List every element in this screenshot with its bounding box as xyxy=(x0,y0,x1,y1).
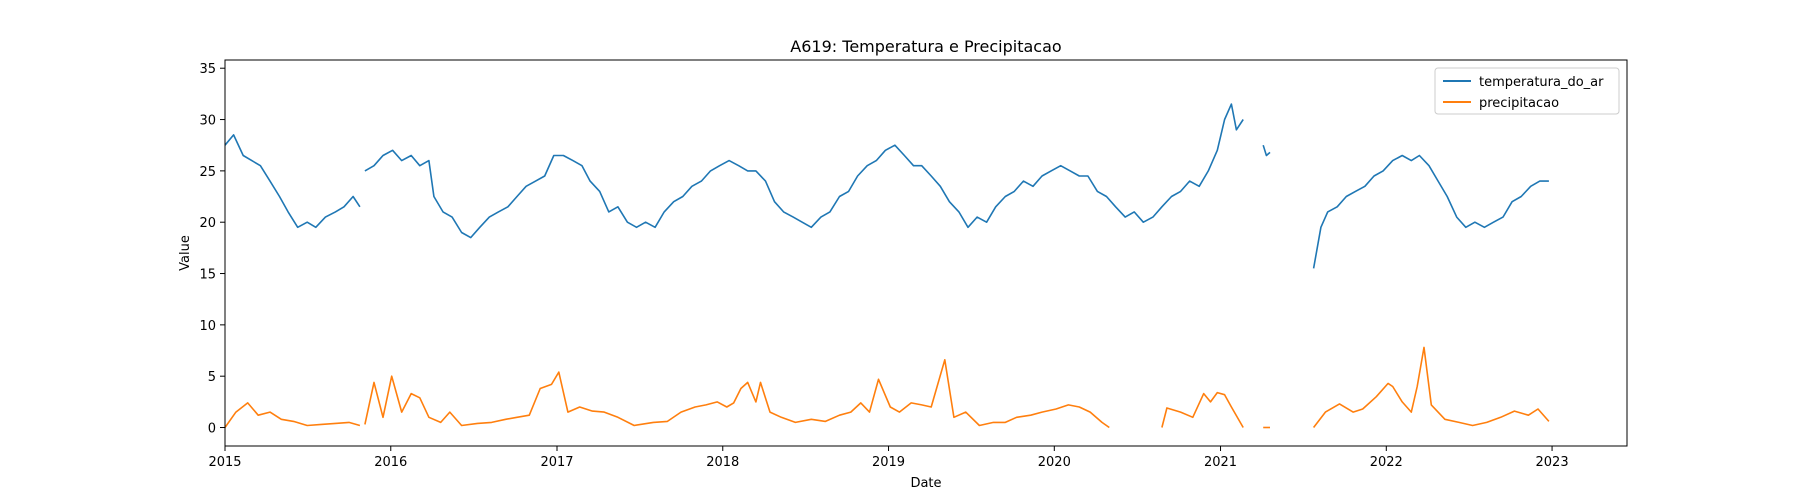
y-tick-label: 5 xyxy=(208,370,216,385)
x-tick-label: 2020 xyxy=(1038,455,1071,470)
series-line-temperatura_do_ar-segment-2 xyxy=(1262,144,1271,157)
x-tick-label: 2017 xyxy=(540,455,573,470)
y-axis: 0 5 10 15 20 25 30 35 xyxy=(199,62,225,437)
x-tick-label: 2016 xyxy=(374,455,407,470)
series-line-precipitacao-segment-1 xyxy=(364,359,1110,429)
series-line-temperatura_do_ar-segment-0 xyxy=(224,134,361,229)
y-tick-label: 0 xyxy=(208,422,216,437)
y-tick-label: 25 xyxy=(199,165,216,180)
plot-area xyxy=(224,103,1550,429)
y-tick-label: 10 xyxy=(199,319,216,334)
series-temperatura_do_ar xyxy=(224,103,1549,269)
series-line-precipitacao-segment-4 xyxy=(1312,346,1550,428)
chart-title: A619: Temperatura e Precipitacao xyxy=(790,37,1061,56)
series-line-precipitacao-segment-0 xyxy=(224,402,361,428)
y-tick-label: 15 xyxy=(199,268,216,283)
y-axis-title: Value xyxy=(178,235,193,271)
x-tick-label: 2018 xyxy=(706,455,739,470)
series-precipitacao xyxy=(224,346,1550,429)
y-tick-label: 35 xyxy=(199,62,216,77)
y-tick-label: 20 xyxy=(199,216,216,231)
series-line-precipitacao-segment-2 xyxy=(1161,391,1244,428)
legend: temperatura_do_ar precipitacao xyxy=(1434,67,1620,115)
x-tick-label: 2022 xyxy=(1370,455,1403,470)
x-tick-label: 2015 xyxy=(208,455,241,470)
axes-frame xyxy=(224,59,1628,447)
x-axis: 2015 2016 2017 2018 2019 2020 2021 2022 2023 xyxy=(208,446,1569,470)
x-tick-label: 2019 xyxy=(872,455,905,470)
legend-box xyxy=(1434,67,1620,115)
legend-label-precipitacao: precipitacao xyxy=(1479,96,1559,111)
legend-label-temperatura_do_ar: temperatura_do_ar xyxy=(1479,75,1604,90)
x-tick-label: 2021 xyxy=(1204,455,1237,470)
x-tick-label: 2023 xyxy=(1536,455,1569,470)
x-axis-title: Date xyxy=(910,476,941,491)
y-tick-label: 30 xyxy=(199,114,216,129)
series-line-temperatura_do_ar-segment-3 xyxy=(1312,154,1549,269)
series-line-temperatura_do_ar-segment-1 xyxy=(364,103,1244,239)
